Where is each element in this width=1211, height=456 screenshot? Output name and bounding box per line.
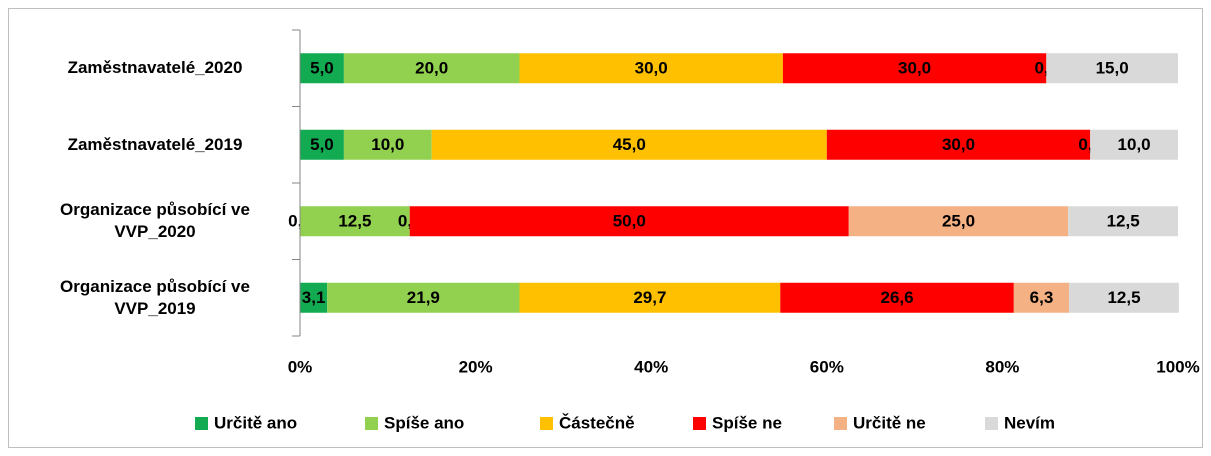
- bar-segment: [1069, 282, 1179, 313]
- x-tick-label: 40%: [634, 357, 668, 376]
- data-label: 30,0: [635, 59, 668, 78]
- bar-segment: [300, 206, 410, 237]
- category-label: Organizace působící ve VVP_2020: [60, 200, 250, 242]
- bar-segment: [1046, 53, 1178, 84]
- bar-segment: [327, 282, 520, 313]
- category-label: Zaměstnavatelé_2020: [67, 58, 243, 78]
- x-tick-label: 60%: [810, 357, 844, 376]
- bar-segment: [519, 53, 783, 84]
- legend-swatch: [693, 417, 706, 430]
- bar-segment: [343, 129, 432, 160]
- legend-label: Nevím: [1004, 413, 1055, 432]
- legend-swatch: [540, 417, 553, 430]
- x-tick-label: 20%: [459, 357, 493, 376]
- legend-label: Spíše ne: [712, 413, 782, 432]
- x-tick-label: 0%: [288, 357, 313, 376]
- bar-segment: [1090, 129, 1178, 160]
- data-label: 20,0: [415, 59, 448, 78]
- category-label: Organizace působící ve VVP_2019: [60, 276, 250, 318]
- legend-label: Určitě ne: [853, 413, 926, 432]
- legend-label: Spíše ano: [384, 413, 464, 432]
- data-label: 50,0: [613, 212, 646, 231]
- bar-segment: [343, 53, 520, 84]
- legend-swatch: [195, 417, 208, 430]
- bar-segment: [300, 129, 344, 160]
- x-tick-label: 100%: [1156, 357, 1199, 376]
- bar-segment: [409, 206, 849, 237]
- bar-segment: [848, 206, 1069, 237]
- data-label: 25,0: [942, 212, 975, 231]
- data-label: 12,5: [338, 212, 371, 231]
- data-label: 45,0: [613, 135, 646, 154]
- bar-segment: [782, 53, 1047, 84]
- data-label: 10,0: [1118, 135, 1151, 154]
- bar-segment: [300, 282, 328, 313]
- data-label: 10,0: [371, 135, 404, 154]
- bar-segment: [826, 129, 1091, 160]
- category-label: Zaměstnavatelé_2019: [67, 134, 243, 154]
- legend-swatch: [834, 417, 847, 430]
- data-label: 5,0: [310, 135, 334, 154]
- data-label: 12,5: [1107, 212, 1140, 231]
- legend-swatch: [985, 417, 998, 430]
- bar-segment: [1068, 206, 1178, 237]
- x-tick-label: 80%: [985, 357, 1019, 376]
- data-label: 30,0: [898, 59, 931, 78]
- data-label: 29,7: [633, 288, 666, 307]
- bar-segment: [1013, 282, 1070, 313]
- data-label: 15,0: [1096, 59, 1129, 78]
- legend-label: Určitě ano: [214, 413, 297, 432]
- bar-segment: [519, 282, 781, 313]
- data-label: 3,1: [302, 288, 326, 307]
- data-label: 21,9: [407, 288, 440, 307]
- bar-segment: [300, 53, 344, 84]
- data-label: 5,0: [310, 59, 334, 78]
- data-label: 26,6: [880, 288, 913, 307]
- data-label: 6,3: [1030, 288, 1054, 307]
- legend-swatch: [365, 417, 378, 430]
- bar-segment: [780, 282, 1014, 313]
- data-label: 30,0: [942, 135, 975, 154]
- data-label: 12,5: [1107, 288, 1140, 307]
- legend-label: Částečně: [559, 413, 635, 432]
- bar-segment: [431, 129, 827, 160]
